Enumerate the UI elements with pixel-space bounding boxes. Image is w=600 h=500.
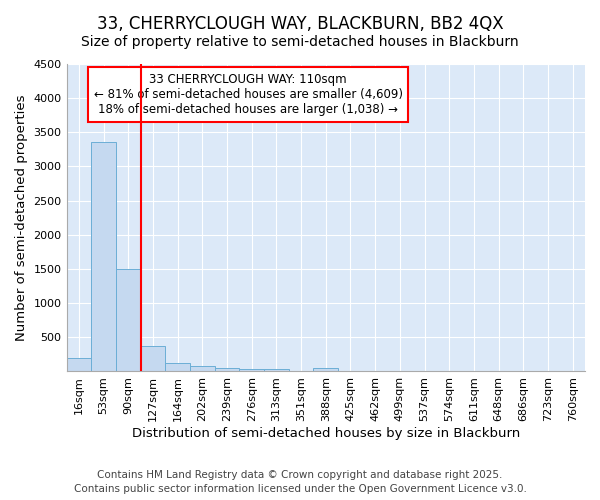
Bar <box>264 368 289 372</box>
Text: Contains public sector information licensed under the Open Government Licence v3: Contains public sector information licen… <box>74 484 526 494</box>
Bar <box>313 368 338 372</box>
Bar <box>116 269 140 372</box>
Bar <box>91 142 116 372</box>
Bar <box>165 362 190 372</box>
Bar <box>215 368 239 372</box>
Bar <box>239 370 264 372</box>
Y-axis label: Number of semi-detached properties: Number of semi-detached properties <box>15 94 28 341</box>
Text: 33, CHERRYCLOUGH WAY, BLACKBURN, BB2 4QX: 33, CHERRYCLOUGH WAY, BLACKBURN, BB2 4QX <box>97 15 503 33</box>
Bar <box>140 346 165 372</box>
X-axis label: Distribution of semi-detached houses by size in Blackburn: Distribution of semi-detached houses by … <box>131 427 520 440</box>
Bar <box>190 366 215 372</box>
Text: 33 CHERRYCLOUGH WAY: 110sqm
← 81% of semi-detached houses are smaller (4,609)
18: 33 CHERRYCLOUGH WAY: 110sqm ← 81% of sem… <box>94 73 403 116</box>
Bar <box>67 358 91 372</box>
Text: Size of property relative to semi-detached houses in Blackburn: Size of property relative to semi-detach… <box>81 35 519 49</box>
Text: Contains HM Land Registry data © Crown copyright and database right 2025.: Contains HM Land Registry data © Crown c… <box>97 470 503 480</box>
